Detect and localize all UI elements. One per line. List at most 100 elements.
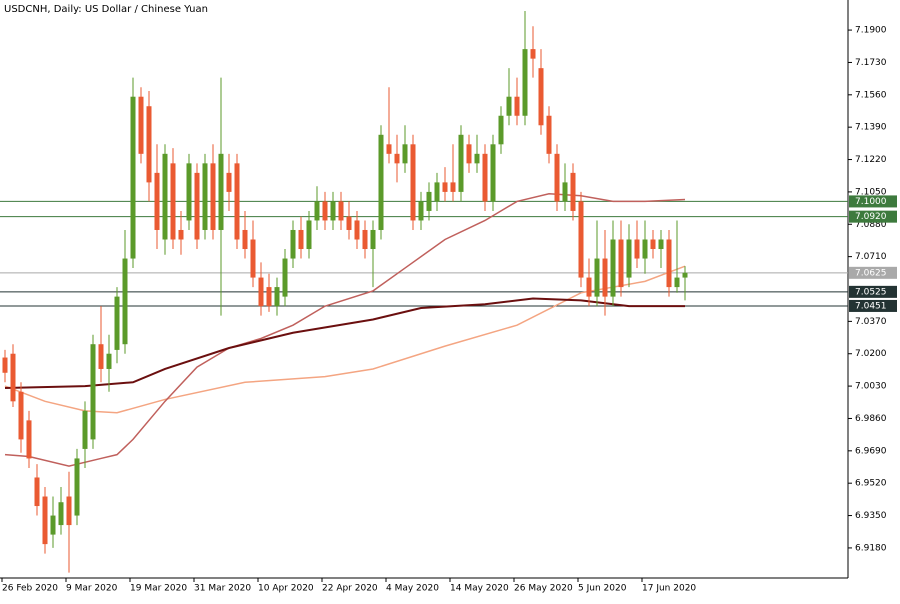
x-tick-label: 22 Apr 2020: [322, 584, 378, 594]
candle-body: [562, 182, 568, 202]
price-label-box: [849, 210, 897, 223]
candle-body: [346, 216, 352, 230]
price-label-box: [849, 195, 897, 208]
y-tick-label: 7.0370: [855, 317, 887, 327]
candle-body: [442, 182, 448, 192]
y-tick-label: 7.0030: [855, 382, 887, 392]
candle-body: [74, 458, 80, 516]
x-tick-label: 17 Jun 2020: [642, 584, 696, 594]
candle-body: [2, 357, 8, 373]
y-tick-label: 6.9520: [855, 479, 887, 489]
candle-body: [394, 153, 400, 164]
price-label-box: [849, 266, 897, 279]
candle-body: [474, 153, 480, 164]
candle-body: [146, 106, 152, 183]
candle-body: [426, 191, 432, 211]
x-tick-label: 10 Apr 2020: [258, 584, 314, 594]
candle-body: [194, 172, 200, 240]
candle-body: [242, 229, 248, 250]
candle-body: [330, 201, 336, 221]
y-tick-label: 7.1220: [855, 155, 887, 165]
y-tick-label: 7.1050: [855, 187, 887, 197]
candle-body: [378, 134, 384, 230]
candle-body: [674, 277, 680, 288]
candle-body: [354, 220, 360, 240]
candle-body: [602, 258, 608, 297]
candle-body: [298, 229, 304, 250]
price-label: 7.1000: [855, 197, 887, 207]
price-label-box: [849, 285, 897, 298]
candle-body: [266, 287, 272, 307]
y-tick-label: 7.1900: [855, 26, 887, 36]
candle-body: [482, 153, 488, 202]
candle-body: [514, 96, 520, 116]
candle-body: [666, 239, 672, 288]
candle-body: [90, 344, 96, 440]
candle-body: [554, 153, 560, 202]
y-tick-label: 7.0880: [855, 220, 887, 230]
x-tick-label: 31 Mar 2020: [194, 584, 251, 594]
candle-body: [650, 239, 656, 250]
y-tick-label: 7.1560: [855, 90, 887, 100]
candle-body: [306, 220, 312, 250]
y-tick-label: 7.1730: [855, 58, 887, 68]
candle-body: [450, 182, 456, 192]
candle-body: [34, 477, 40, 507]
candle-body: [130, 96, 136, 259]
candle-body: [290, 229, 296, 259]
candle-body: [418, 201, 424, 221]
candle-body: [170, 163, 176, 240]
price-label: 7.0920: [855, 212, 887, 222]
candle-body: [594, 258, 600, 297]
candle-body: [490, 144, 496, 202]
y-tick-label: 7.0200: [855, 349, 887, 359]
x-tick-label: 14 May 2020: [450, 584, 509, 594]
candle-body: [122, 258, 128, 345]
candle-body: [586, 277, 592, 297]
moving-average: [4, 297, 685, 389]
candle-body: [258, 277, 264, 307]
chart-title: USDCNH, Daily: US Dollar / Chinese Yuan: [4, 4, 208, 15]
x-tick-label: 5 Jun 2020: [578, 584, 627, 594]
candle-body: [538, 68, 544, 126]
x-tick-label: 26 Feb 2020: [2, 584, 58, 594]
candle-body: [58, 502, 64, 526]
x-tick-label: 19 Mar 2020: [130, 584, 187, 594]
candle-body: [18, 391, 24, 440]
candle-body: [210, 163, 216, 230]
candle-body: [202, 163, 208, 230]
y-tick-label: 6.9860: [855, 414, 887, 424]
candle-body: [402, 144, 408, 164]
candle-body: [338, 201, 344, 221]
price-label: 7.0625: [855, 268, 887, 278]
candle-body: [610, 239, 616, 297]
candle-body: [682, 272, 688, 278]
candle-body: [50, 515, 56, 535]
candle-body: [314, 201, 320, 221]
candle-body: [114, 296, 120, 350]
candle-body: [362, 229, 368, 250]
candle-body: [322, 201, 328, 221]
candle-body: [466, 144, 472, 164]
candle-body: [642, 239, 648, 259]
price-label: 7.0451: [855, 301, 887, 311]
candle-body: [570, 172, 576, 211]
candle-body: [82, 410, 88, 449]
x-tick-label: 4 May 2020: [386, 584, 439, 594]
candle-body: [162, 153, 168, 240]
candle-body: [658, 239, 664, 250]
candle-body: [178, 229, 184, 240]
candle-body: [218, 153, 224, 230]
y-tick-label: 6.9690: [855, 446, 887, 456]
candle-body: [506, 96, 512, 116]
candle-body: [42, 496, 48, 545]
candle-body: [234, 163, 240, 240]
candle-body: [386, 144, 392, 154]
candle-body: [138, 96, 144, 154]
x-tick-label: 26 May 2020: [514, 584, 573, 594]
price-label: 7.0525: [855, 287, 887, 297]
x-tick-label: 9 Mar 2020: [66, 584, 118, 594]
candle-body: [250, 239, 256, 278]
